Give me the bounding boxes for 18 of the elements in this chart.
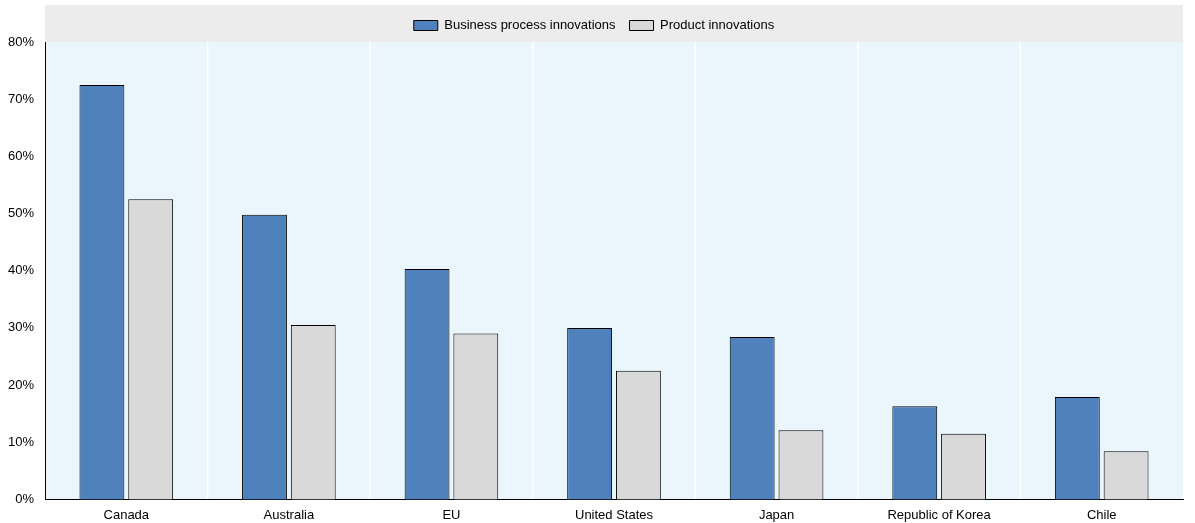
y-tick-label: 60%	[7, 147, 35, 163]
x-tick-label: United States	[574, 506, 654, 522]
y-tick-label: 0%	[15, 490, 35, 506]
y-tick-label: 80%	[7, 33, 35, 49]
legend-label: Product innovations	[660, 17, 775, 33]
y-tick-label: 10%	[7, 433, 35, 449]
x-tick-label: Australia	[263, 506, 315, 522]
x-tick-label: EU	[442, 506, 461, 522]
y-tick-label: 30%	[7, 319, 35, 335]
x-tick-label: Republic of Korea	[887, 506, 992, 522]
y-tick-label: 50%	[7, 205, 35, 221]
x-tick-label: Chile	[1086, 506, 1117, 522]
x-tick-label: Japan	[758, 506, 795, 522]
y-tick-label: 40%	[7, 262, 35, 278]
y-tick-label: 70%	[7, 90, 35, 106]
x-tick-label: Canada	[103, 506, 150, 522]
legend-label: Business process innovations	[444, 17, 617, 33]
y-tick-label: 20%	[7, 376, 35, 392]
